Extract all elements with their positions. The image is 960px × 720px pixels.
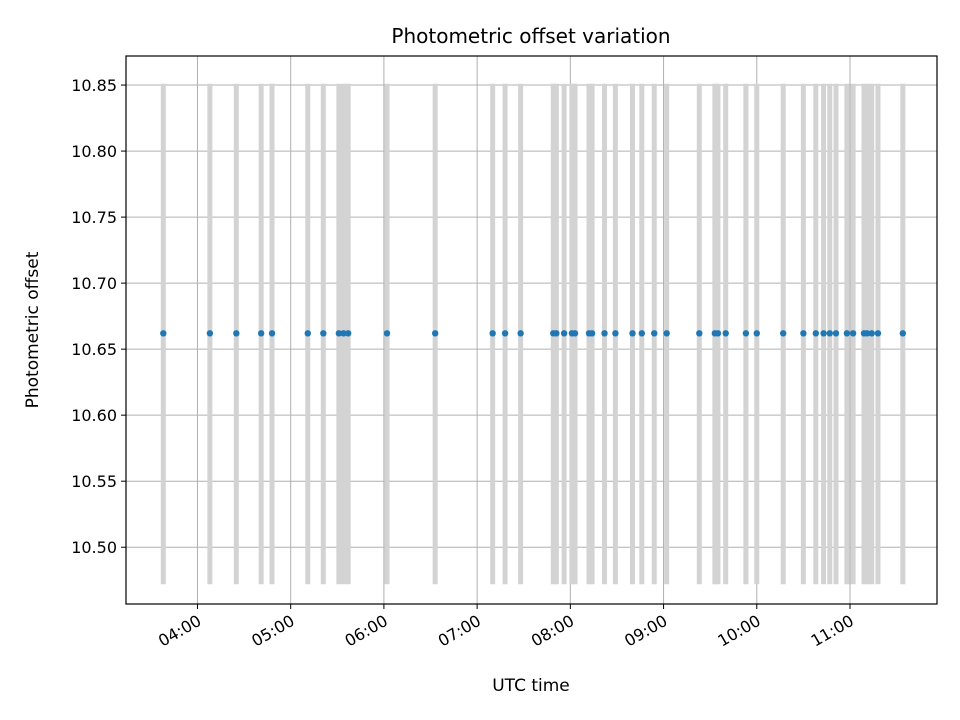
y-tick-label: 10.55 [71, 472, 117, 491]
data-point [742, 330, 750, 337]
data-point [160, 330, 167, 337]
data-point [826, 330, 833, 337]
chart-title: Photometric offset variation [391, 24, 670, 48]
plot-area-frame [125, 55, 938, 605]
data-point [431, 330, 439, 337]
data-point [268, 330, 276, 337]
data-point [874, 330, 882, 337]
data-point [843, 330, 851, 337]
data-point [663, 330, 670, 337]
data-point [899, 330, 907, 337]
data-point [863, 330, 871, 337]
data-point [696, 330, 703, 337]
data-point [849, 330, 857, 337]
data-point [553, 330, 560, 337]
data-point [344, 330, 352, 337]
data-point [517, 330, 524, 337]
data-point [206, 330, 214, 337]
data-point [320, 330, 327, 337]
data-point [257, 330, 265, 337]
data-point [501, 330, 509, 337]
y-tick-label: 10.85 [71, 76, 117, 95]
data-point [560, 330, 568, 337]
data-point [714, 330, 722, 337]
data-point [820, 330, 827, 337]
y-axis: 10.50 10.55 10.60 10.65 10.70 10.75 10.80 10.85 [71, 76, 126, 557]
data-point [722, 330, 729, 337]
data-point [800, 330, 807, 337]
data-point [233, 330, 240, 337]
data-point [812, 330, 820, 337]
data-point [304, 330, 311, 337]
data-point [601, 330, 608, 337]
y-axis-title: Photometric offset [23, 251, 43, 408]
data-point [383, 330, 391, 337]
data-points [160, 330, 907, 337]
y-tick-label: 10.80 [71, 142, 117, 161]
data-point [629, 330, 636, 337]
data-point [779, 330, 787, 337]
data-point [651, 330, 658, 337]
y-tick-label: 10.70 [71, 274, 117, 293]
data-point [638, 330, 646, 337]
data-point [753, 330, 760, 337]
y-tick-label: 10.65 [71, 340, 117, 359]
data-point [489, 330, 496, 337]
y-tick-label: 10.75 [71, 208, 117, 227]
data-point [612, 330, 619, 337]
x-axis-title: UTC time [492, 676, 570, 696]
data-point [340, 330, 347, 337]
y-tick-label: 10.60 [71, 406, 117, 425]
data-point [868, 330, 875, 337]
data-point [832, 330, 840, 337]
y-tick-label: 10.50 [71, 538, 117, 557]
data-point [588, 330, 596, 337]
data-point [335, 330, 343, 337]
data-point [571, 330, 579, 337]
